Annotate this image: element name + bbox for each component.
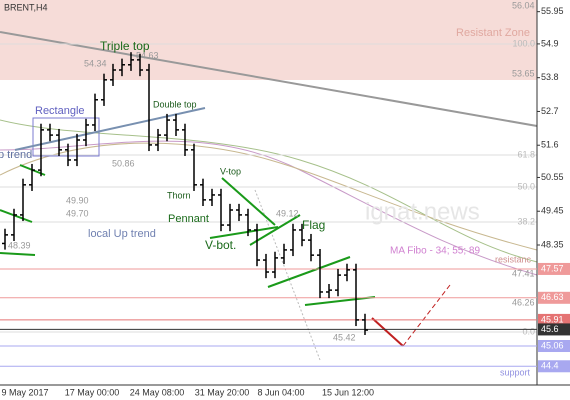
y-tick-label: 49.45 xyxy=(541,206,564,216)
level-box xyxy=(538,323,570,336)
fibo-label: 0.0 xyxy=(522,326,535,336)
price-note: 54.63 xyxy=(136,50,159,60)
level-box xyxy=(538,262,570,275)
fibo-label: 100.0 xyxy=(512,38,535,48)
price-note: 56.04 xyxy=(512,0,535,10)
annotation: support xyxy=(500,367,531,377)
level-label: 45.06 xyxy=(541,340,564,350)
annotation: Flag xyxy=(302,218,325,232)
annotation: Pennant xyxy=(168,213,209,225)
level-label: 47.57 xyxy=(541,263,564,273)
annotation: p trend xyxy=(0,149,32,161)
y-tick-label: 54.9 xyxy=(541,38,559,48)
y-tick-label: 51.6 xyxy=(541,140,559,150)
y-tick-label: 52.7 xyxy=(541,106,559,116)
y-tick-label: 53.8 xyxy=(541,72,559,82)
fibo-label: 61.8 xyxy=(517,149,535,159)
annotation: Double top xyxy=(153,99,197,109)
x-tick-label: 9 May 2017 xyxy=(1,387,48,397)
price-note: 54.34 xyxy=(84,58,107,68)
price-note: 48.39 xyxy=(8,240,31,250)
price-note: 45.42 xyxy=(333,332,356,342)
annotation: Triple top xyxy=(100,39,150,53)
fibo-label: 38.2 xyxy=(517,216,535,226)
y-tick-label: 48.35 xyxy=(541,239,564,249)
price-notes: 56.04 54.34 54.63 53.65 50.86 49.90 49.7… xyxy=(8,0,535,342)
x-tick-label: 15 Jun 12:00 xyxy=(322,387,374,397)
y-tick-label: 50.55 xyxy=(541,172,564,182)
annotation: MA Fibo - 34; 55; 89 xyxy=(390,246,480,257)
level-label: 44.4 xyxy=(541,361,559,371)
price-note: 49.90 xyxy=(66,195,89,205)
level-label: 46.63 xyxy=(541,292,564,302)
annotation: Resistant Zone xyxy=(456,27,530,39)
price-note: 47.41 xyxy=(512,268,535,278)
resistant-zone xyxy=(0,0,537,80)
level-box xyxy=(538,291,570,304)
level-label: 45.91 xyxy=(541,314,564,324)
price-note: 49.70 xyxy=(66,208,89,218)
price-note: 53.65 xyxy=(512,68,535,78)
price-note: 49.12 xyxy=(276,208,299,218)
level-box xyxy=(538,313,570,326)
watermark: ignat.news xyxy=(365,198,480,225)
level-box xyxy=(538,340,570,353)
level-label: 45.6 xyxy=(541,324,559,334)
price-note: 46.26 xyxy=(512,297,535,307)
chart-title: BRENT,H4 xyxy=(4,2,48,12)
x-tick-label: 24 May 08:00 xyxy=(130,387,185,397)
x-tick-label: 8 Jun 04:00 xyxy=(257,387,304,397)
x-tick-label: 31 May 20:00 xyxy=(195,387,250,397)
annotation: V-top xyxy=(220,166,241,176)
annotation: local Up trend xyxy=(88,228,156,240)
x-tick-label: 17 May 00:00 xyxy=(65,387,120,397)
level-box xyxy=(538,360,570,373)
price-note: 50.86 xyxy=(112,158,135,168)
fibo-label: 50.0 xyxy=(517,181,535,191)
y-tick-label: 55.95 xyxy=(541,6,564,16)
annotation: resistanc xyxy=(495,254,532,264)
annotation: V-bot. xyxy=(205,238,236,252)
annotation: Rectangle xyxy=(35,105,85,117)
annotation: Thorn xyxy=(167,190,191,200)
